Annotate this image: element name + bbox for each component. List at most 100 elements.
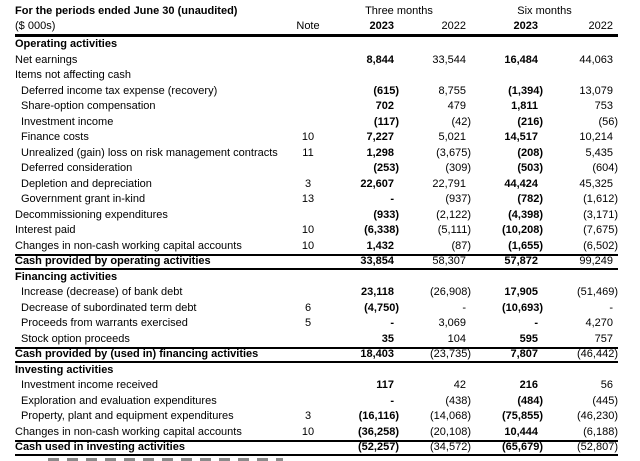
value-6mo-2022: 45,325 bbox=[579, 177, 613, 190]
year-col-3mo-2023: 2023 bbox=[369, 20, 394, 32]
row-note: 10 bbox=[301, 224, 315, 236]
row-note: 10 bbox=[301, 239, 315, 252]
table-row: Investment income (117) (42) (216) (56) bbox=[15, 115, 618, 131]
value-6mo-2022: 753 bbox=[594, 100, 613, 112]
value-3mo-2022 bbox=[399, 37, 471, 53]
row-label: Finance costs bbox=[21, 131, 89, 143]
statement-title: For the periods ended June 30 (unaudited… bbox=[15, 5, 238, 17]
table-row: Proceeds from warrants exercised 5 - 3,0… bbox=[15, 316, 618, 332]
table-row: Net earnings 8,844 33,544 16,484 44,063 bbox=[15, 53, 618, 69]
value-3mo-2023: 8,844 bbox=[366, 53, 394, 66]
row-label: Increase (decrease) of bank debt bbox=[21, 286, 183, 298]
table-row: Government grant in-kind 13 - (937) (782… bbox=[15, 192, 618, 208]
row-label: Share-option compensation bbox=[21, 100, 156, 112]
value-6mo-2023: 44,424 bbox=[504, 177, 538, 190]
table-row: Financing activities bbox=[15, 270, 618, 286]
row-label: Changes in non-cash working capital acco… bbox=[15, 239, 242, 252]
value-3mo-2023: - bbox=[390, 394, 394, 407]
value-6mo-2023: - bbox=[534, 317, 538, 329]
value-6mo-2023: (10,693) bbox=[502, 301, 543, 314]
row-label: Cash provided by operating activities bbox=[15, 256, 211, 267]
value-6mo-2023: 216 bbox=[519, 379, 538, 391]
row-note: 11 bbox=[302, 146, 314, 159]
table-row: Depletion and depreciation 3 22,607 22,7… bbox=[15, 177, 618, 193]
value-3mo-2023: 7,227 bbox=[366, 131, 394, 143]
value-3mo-2023 bbox=[327, 68, 399, 84]
table-row: Cash provided by operating activities 33… bbox=[15, 254, 618, 270]
value-3mo-2022: 8,755 bbox=[438, 84, 466, 97]
row-note bbox=[289, 363, 327, 379]
value-6mo-2022: (46,442) bbox=[577, 348, 618, 360]
col-group-six-months: Six months bbox=[517, 5, 572, 17]
value-3mo-2022: (20,108) bbox=[430, 425, 471, 438]
value-6mo-2022: 757 bbox=[594, 332, 613, 345]
table-row: Investing activities bbox=[15, 363, 618, 379]
table-row: Decommissioning expenditures (933) (2,12… bbox=[15, 208, 618, 224]
value-3mo-2022: (5,111) bbox=[437, 224, 471, 236]
table-row: Operating activities bbox=[15, 37, 618, 53]
table-row: Deferred consideration (253) (309) (503)… bbox=[15, 161, 618, 177]
value-6mo-2022: (7,675) bbox=[583, 224, 618, 236]
row-label: Investment income bbox=[21, 115, 114, 128]
value-6mo-2022: (56) bbox=[598, 115, 618, 128]
value-3mo-2022: (309) bbox=[445, 162, 471, 174]
row-note bbox=[289, 332, 327, 348]
year-col-6mo-2022: 2022 bbox=[588, 20, 613, 32]
value-6mo-2023: 1,811 bbox=[511, 100, 538, 112]
value-3mo-2023: 18,403 bbox=[360, 348, 394, 360]
value-3mo-2023: - bbox=[390, 193, 394, 205]
row-label: Unrealized (gain) loss on risk managemen… bbox=[21, 146, 278, 159]
row-note bbox=[289, 256, 327, 268]
value-6mo-2022: - bbox=[609, 301, 613, 314]
value-3mo-2022: (26,908) bbox=[430, 286, 471, 298]
value-6mo-2023: (484) bbox=[517, 394, 543, 407]
row-note bbox=[289, 270, 327, 286]
value-3mo-2023: 1,432 bbox=[366, 239, 394, 252]
row-note bbox=[289, 349, 327, 361]
table-row: Share-option compensation 702 479 1,811 … bbox=[15, 99, 618, 115]
value-3mo-2023: 35 bbox=[381, 332, 394, 345]
value-6mo-2023: 16,484 bbox=[504, 53, 538, 66]
value-6mo-2023 bbox=[471, 363, 543, 379]
units-label: ($ 000s) bbox=[15, 20, 56, 32]
value-6mo-2023 bbox=[471, 37, 543, 53]
value-6mo-2022: 5,435 bbox=[585, 146, 613, 159]
value-6mo-2023: (208) bbox=[517, 146, 543, 159]
row-label: Decommissioning expenditures bbox=[15, 208, 168, 221]
table-row: Changes in non-cash working capital acco… bbox=[15, 425, 618, 441]
value-3mo-2023: 33,854 bbox=[360, 255, 394, 267]
value-3mo-2022: (937) bbox=[445, 193, 471, 205]
value-6mo-2023: 10,444 bbox=[504, 425, 538, 438]
value-6mo-2023: (4,398) bbox=[508, 208, 543, 221]
value-6mo-2022: 13,079 bbox=[579, 84, 613, 97]
row-note: 3 bbox=[304, 177, 312, 190]
value-6mo-2023: 14,517 bbox=[504, 131, 538, 143]
row-note: 10 bbox=[301, 425, 315, 438]
row-note bbox=[289, 53, 327, 69]
value-6mo-2022: 10,214 bbox=[579, 131, 613, 143]
value-3mo-2022: 5,021 bbox=[438, 131, 466, 143]
value-3mo-2022: (2,122) bbox=[436, 208, 471, 221]
value-3mo-2022: (23,735) bbox=[430, 348, 471, 360]
value-3mo-2023: (253) bbox=[373, 162, 399, 174]
value-3mo-2023: 23,118 bbox=[360, 286, 394, 298]
row-label: Financing activities bbox=[15, 270, 118, 283]
value-6mo-2023 bbox=[471, 68, 543, 84]
year-col-6mo-2023: 2023 bbox=[513, 20, 538, 32]
value-3mo-2022: - bbox=[462, 301, 466, 314]
table-row: Investment income received 117 42 216 56 bbox=[15, 378, 618, 394]
note-col-spacer bbox=[289, 3, 327, 19]
row-note: 13 bbox=[301, 193, 315, 205]
row-note bbox=[289, 84, 327, 100]
value-3mo-2022 bbox=[399, 270, 471, 286]
value-3mo-2022: 42 bbox=[453, 379, 466, 391]
row-label: Exploration and evaluation expenditures bbox=[21, 394, 217, 407]
value-6mo-2022 bbox=[543, 37, 618, 53]
row-label: Depletion and depreciation bbox=[21, 177, 152, 190]
value-6mo-2022: (51,469) bbox=[577, 286, 618, 298]
row-note bbox=[289, 99, 327, 115]
value-3mo-2023: (36,258) bbox=[358, 425, 399, 438]
value-6mo-2023: (503) bbox=[517, 162, 543, 174]
value-6mo-2023: (10,208) bbox=[502, 224, 543, 236]
row-label: Proceeds from warrants exercised bbox=[21, 317, 188, 329]
